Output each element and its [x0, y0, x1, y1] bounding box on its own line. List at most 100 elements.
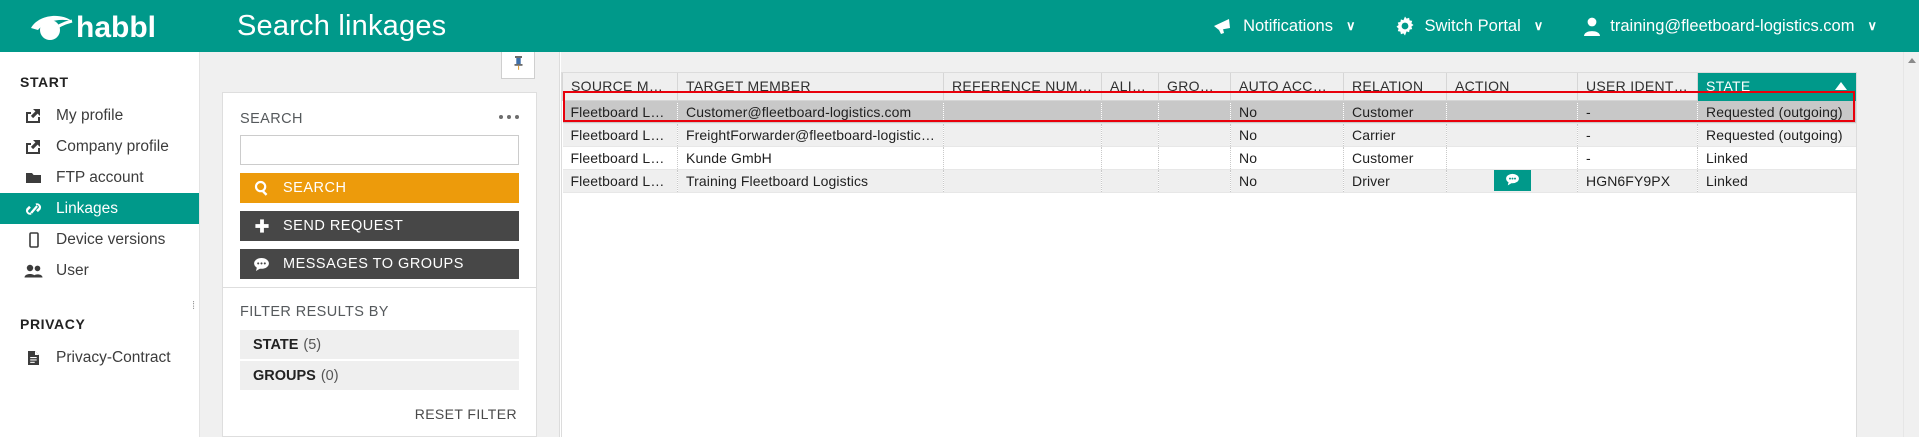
sidebar-item-label: User	[56, 261, 89, 279]
filter-row-state[interactable]: STATE (5)	[240, 330, 519, 359]
reset-filter-button[interactable]: RESET FILTER	[414, 406, 517, 422]
column-header-state[interactable]: STATE	[1697, 73, 1856, 101]
column-header-source-member[interactable]: SOURCE MEM…	[562, 73, 678, 101]
column-header-groups[interactable]: GROU…	[1158, 73, 1231, 101]
sidebar-item-privacy-contract[interactable]: Privacy-Contract	[0, 342, 199, 373]
document-icon	[24, 350, 43, 366]
table-row[interactable]: Fleetboard Logisti… Customer@fleetboard-…	[562, 100, 1856, 124]
search-input[interactable]	[240, 135, 519, 165]
results-area: SOURCE MEM… TARGET MEMBER REFERENCE NUMB…	[561, 52, 1904, 437]
sidebar-item-user[interactable]: User	[0, 255, 199, 286]
cell-state: Linked	[1697, 146, 1856, 170]
cell-source-member: Fleetboard Logisti…	[562, 100, 678, 124]
linkages-table: SOURCE MEM… TARGET MEMBER REFERENCE NUMB…	[562, 73, 1856, 193]
cell-state: Linked	[1697, 169, 1856, 193]
cell-user-identification: HGN6FY9PX	[1577, 169, 1698, 193]
cell-state: Requested (outgoing)	[1697, 123, 1856, 147]
sidebar-item-label: Privacy-Contract	[56, 348, 171, 366]
column-header-user-identification[interactable]: USER IDENTIFIC…	[1577, 73, 1698, 101]
sidebar-section-privacy: PRIVACY	[20, 316, 86, 332]
column-header-reference-number[interactable]: REFERENCE NUMBER	[943, 73, 1102, 101]
column-header-target-member[interactable]: TARGET MEMBER	[677, 73, 944, 101]
cell-state: Requested (outgoing)	[1697, 100, 1856, 124]
search-card: SEARCH SEARCH	[222, 92, 537, 298]
sidebar: START My profile Company profile FTP acc…	[0, 52, 200, 437]
cell-source-member: Fleetboard Logisti…	[562, 123, 678, 147]
table-row[interactable]: Fleetboard Logisti… Kunde GmbH No Custom…	[562, 146, 1856, 170]
messages-to-groups-button[interactable]: MESSAGES TO GROUPS	[240, 249, 519, 279]
table-header-row: SOURCE MEM… TARGET MEMBER REFERENCE NUMB…	[562, 73, 1856, 101]
cell-relation: Carrier	[1343, 123, 1447, 147]
gear-icon	[1395, 16, 1415, 36]
vertical-scrollbar[interactable]	[1903, 52, 1919, 437]
table-head: SOURCE MEM… TARGET MEMBER REFERENCE NUMB…	[562, 73, 1856, 101]
filter-row-name: GROUPS	[253, 367, 316, 384]
folder-icon	[24, 171, 43, 185]
users-icon	[24, 264, 43, 278]
search-button-label: SEARCH	[283, 180, 347, 196]
magnifier-icon	[253, 180, 270, 196]
cell-relation: Driver	[1343, 169, 1447, 193]
table-row[interactable]: Fleetboard Logisti… Training Fleetboard …	[562, 169, 1856, 193]
cell-reference-number	[943, 146, 1102, 170]
cell-alias	[1101, 146, 1159, 170]
habbl-swoosh-logo-icon: habbl	[31, 11, 156, 43]
sidebar-item-my-profile[interactable]: My profile	[0, 100, 199, 131]
cell-auto-accept: No	[1230, 146, 1344, 170]
sort-ascending-caret-icon	[1835, 82, 1847, 91]
cell-alias	[1101, 100, 1159, 124]
sidebar-item-company-profile[interactable]: Company profile	[0, 131, 199, 162]
notifications-label: Notifications	[1243, 16, 1333, 35]
page-title: Search linkages	[237, 9, 447, 42]
user-icon	[1583, 17, 1601, 36]
search-card-header: SEARCH	[240, 111, 519, 127]
sidebar-item-linkages[interactable]: Linkages	[0, 193, 199, 224]
scroll-up-button[interactable]	[1904, 52, 1919, 68]
notifications-menu[interactable]: Notifications ∨	[1193, 0, 1375, 52]
link-icon	[24, 201, 43, 217]
cell-source-member: Fleetboard Logisti…	[562, 146, 678, 170]
pin-panel-button[interactable]	[501, 52, 535, 79]
filter-row-groups[interactable]: GROUPS (0)	[240, 361, 519, 390]
cell-groups	[1158, 123, 1231, 147]
pushpin-icon	[512, 55, 525, 75]
column-header-action[interactable]: ACTION	[1446, 73, 1578, 101]
cell-target-member: Customer@fleetboard-logistics.com	[677, 100, 944, 124]
linkages-table-card: SOURCE MEM… TARGET MEMBER REFERENCE NUMB…	[561, 72, 1857, 437]
sidebar-item-label: Linkages	[56, 199, 119, 217]
sidebar-section-start: START	[20, 74, 69, 90]
send-request-button[interactable]: SEND REQUEST	[240, 211, 519, 241]
switch-portal-menu[interactable]: Switch Portal ∨	[1375, 0, 1563, 52]
chat-bubble-icon	[253, 257, 270, 272]
cell-user-identification: -	[1577, 123, 1698, 147]
ellipsis-icon[interactable]	[499, 111, 519, 119]
row-chat-button[interactable]	[1493, 170, 1531, 191]
cell-auto-accept: No	[1230, 169, 1344, 193]
plus-icon	[253, 218, 270, 234]
user-account-menu[interactable]: training@fleetboard-logistics.com ∨	[1563, 0, 1897, 52]
cell-action[interactable]	[1446, 169, 1578, 193]
table-row[interactable]: Fleetboard Logisti… FreightForwarder@fle…	[562, 123, 1856, 147]
cell-source-member: Fleetboard Logisti…	[562, 169, 678, 193]
table-body: Fleetboard Logisti… Customer@fleetboard-…	[562, 100, 1856, 193]
brand-logo[interactable]: habbl	[0, 0, 213, 52]
search-button[interactable]: SEARCH	[240, 173, 519, 203]
cell-action	[1446, 123, 1578, 147]
cell-auto-accept: No	[1230, 123, 1344, 147]
column-header-alias[interactable]: ALI…	[1101, 73, 1159, 101]
column-header-relation[interactable]: RELATION	[1343, 73, 1447, 101]
caret-up-icon	[1908, 57, 1916, 63]
panel-resizer[interactable]: ⁞	[192, 300, 196, 312]
sidebar-item-device-versions[interactable]: Device versions	[0, 224, 199, 255]
top-bar: habbl Search linkages Notifications ∨	[0, 0, 1919, 52]
sidebar-item-ftp-account[interactable]: FTP account	[0, 162, 199, 193]
column-header-auto-accept[interactable]: AUTO ACCEPT	[1230, 73, 1344, 101]
sidebar-item-label: FTP account	[56, 168, 144, 186]
cell-relation: Customer	[1343, 100, 1447, 124]
top-bar-actions: Notifications ∨ Switch Portal ∨	[1193, 0, 1919, 52]
megaphone-icon	[1213, 17, 1234, 35]
chevron-down-icon: ∨	[1867, 18, 1877, 33]
sidebar-item-label: Company profile	[56, 137, 169, 155]
search-label: SEARCH	[240, 111, 303, 127]
